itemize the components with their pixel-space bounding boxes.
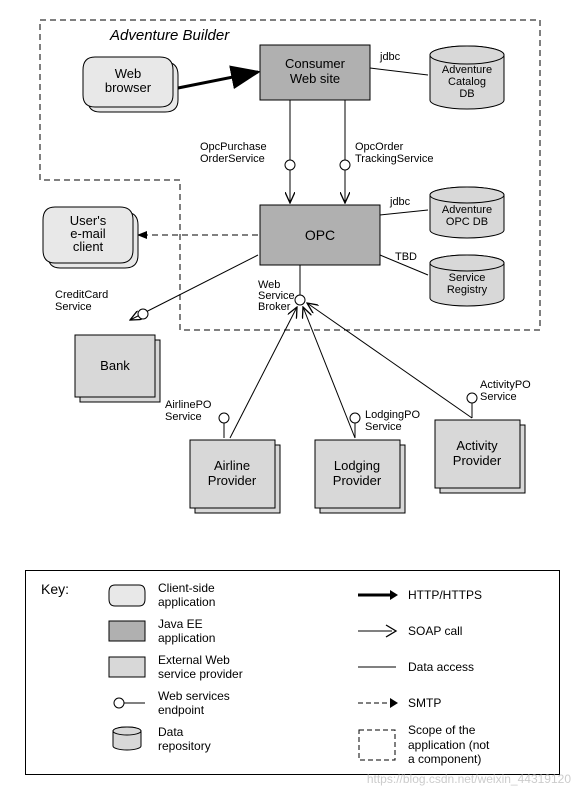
edge-lodging — [303, 307, 355, 438]
edge-label-tbd: TBD — [395, 251, 417, 263]
legend-row-javaee: Java EEapplication — [106, 617, 316, 645]
edge-label-purchase: OpcPurchaseOrderService — [200, 141, 267, 165]
edge-label-jdbc2: jdbc — [389, 196, 411, 208]
node-opc: OPC — [260, 205, 380, 265]
soap-icon — [356, 618, 398, 644]
legend-row-data: Data access — [356, 653, 566, 681]
edge-bank — [130, 255, 258, 320]
edge-opcdb — [380, 210, 428, 215]
ws-endpoint-broker — [295, 295, 305, 305]
node-service-registry: ServiceRegistry — [430, 255, 504, 306]
svg-text:ActivityProvider: ActivityProvider — [453, 438, 502, 468]
legend-row-scope: Scope of theapplication (nota component) — [356, 725, 566, 765]
edge-label-jdbc1: jdbc — [379, 51, 401, 63]
svg-text:AdventureOPC DB: AdventureOPC DB — [442, 204, 492, 228]
architecture-diagram: Adventure Builder jdbc OpcPurchaseOrderS… — [0, 0, 581, 560]
svg-text:LodgingProvider: LodgingProvider — [333, 458, 382, 488]
node-user-email: User'se-mailclient — [43, 207, 138, 268]
legend-label: SOAP call — [408, 624, 462, 638]
scope-icon — [356, 732, 398, 758]
smtp-icon — [356, 690, 398, 716]
edge-label-airline: AirlinePOService — [165, 399, 212, 423]
node-web-browser: Webbrowser — [83, 57, 178, 112]
edge-label-bank: CreditCardService — [55, 289, 108, 313]
legend-label: Web servicesendpoint — [158, 689, 230, 718]
legend-box: Key: Client-sideapplication Java EEappli… — [25, 570, 560, 775]
node-consumer-site: ConsumerWeb site — [260, 45, 370, 100]
external-icon — [106, 654, 148, 680]
edge-activity — [307, 303, 472, 418]
ws-endpoint-lodging — [350, 413, 360, 423]
edge-consumer-catalog — [370, 68, 428, 75]
edge-label-activity: ActivityPOService — [480, 379, 531, 403]
ws-endpoint-bank — [138, 309, 148, 319]
ws-endpoint-activity — [467, 393, 477, 403]
legend-right-column: HTTP/HTTPS SOAP call Data access SMTP Sc… — [356, 581, 566, 773]
legend-left-column: Client-sideapplication Java EEapplicatio… — [106, 581, 316, 761]
db-icon — [106, 726, 148, 752]
legend-label: Java EEapplication — [158, 617, 215, 646]
edge-browser-consumer — [178, 72, 258, 88]
legend-label: HTTP/HTTPS — [408, 588, 482, 602]
legend-label: Datarepository — [158, 725, 211, 754]
legend-row-db: Datarepository — [106, 725, 316, 753]
svg-text:ConsumerWeb site: ConsumerWeb site — [285, 56, 346, 86]
legend-row-smtp: SMTP — [356, 689, 566, 717]
legend-label: SMTP — [408, 696, 441, 710]
legend-row-client: Client-sideapplication — [106, 581, 316, 609]
javaee-icon — [106, 618, 148, 644]
node-bank: Bank — [75, 335, 160, 402]
svg-text:ServiceRegistry: ServiceRegistry — [447, 272, 488, 296]
svg-text:User'se-mailclient: User'se-mailclient — [70, 213, 107, 254]
legend-row-ws: Web servicesendpoint — [106, 689, 316, 717]
edge-label-lodging: LodgingPOService — [365, 409, 420, 433]
node-opc-db: AdventureOPC DB — [430, 187, 504, 238]
node-lodging: LodgingProvider — [315, 440, 405, 513]
svg-text:AirlineProvider: AirlineProvider — [208, 458, 257, 488]
legend-label: Client-sideapplication — [158, 581, 215, 610]
node-activity: ActivityProvider — [435, 420, 525, 493]
ws-endpoint-airline — [219, 413, 229, 423]
http-icon — [356, 582, 398, 608]
client-icon — [106, 582, 148, 608]
svg-text:Bank: Bank — [100, 358, 130, 373]
ws-endpoint-tracking — [340, 160, 350, 170]
node-airline: AirlineProvider — [190, 440, 280, 513]
ws-icon — [106, 690, 148, 716]
scope-title: Adventure Builder — [109, 27, 230, 44]
legend-label: Data access — [408, 660, 474, 674]
node-catalog-db: AdventureCatalogDB — [430, 46, 504, 109]
ws-endpoint-purchase — [285, 160, 295, 170]
edge-label-tracking: OpcOrderTrackingService — [355, 141, 433, 165]
legend-label: External Webservice provider — [158, 653, 243, 682]
svg-text:OPC: OPC — [305, 227, 335, 243]
data-icon — [356, 654, 398, 680]
edge-label-broker: WebServiceBroker — [258, 279, 295, 313]
legend-row-external: External Webservice provider — [106, 653, 316, 681]
legend-title: Key: — [41, 581, 69, 597]
legend-label: Scope of theapplication (nota component) — [408, 723, 489, 766]
edge-airline — [230, 307, 297, 438]
watermark-text: https://blog.csdn.net/weixin_44319120 — [367, 772, 571, 786]
legend-row-http: HTTP/HTTPS — [356, 581, 566, 609]
legend-row-soap: SOAP call — [356, 617, 566, 645]
